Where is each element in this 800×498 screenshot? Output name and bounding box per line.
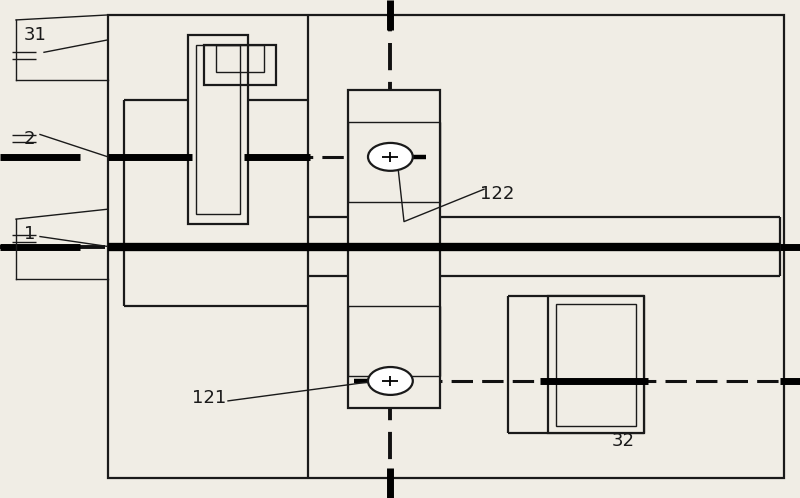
Text: 32: 32 xyxy=(612,432,635,450)
Bar xyxy=(348,306,440,376)
Bar xyxy=(556,304,636,426)
Bar xyxy=(204,45,276,85)
Text: 121: 121 xyxy=(192,389,226,407)
Circle shape xyxy=(368,143,413,171)
Text: 122: 122 xyxy=(480,185,514,203)
Bar xyxy=(188,35,248,224)
Circle shape xyxy=(368,367,413,395)
Bar xyxy=(108,15,784,478)
Text: 31: 31 xyxy=(24,26,47,44)
Bar xyxy=(348,122,440,202)
Text: 1: 1 xyxy=(24,225,35,243)
Bar xyxy=(348,90,440,408)
Bar xyxy=(196,45,240,214)
Bar xyxy=(548,296,644,433)
Text: 2: 2 xyxy=(24,130,35,148)
Bar xyxy=(216,45,264,72)
